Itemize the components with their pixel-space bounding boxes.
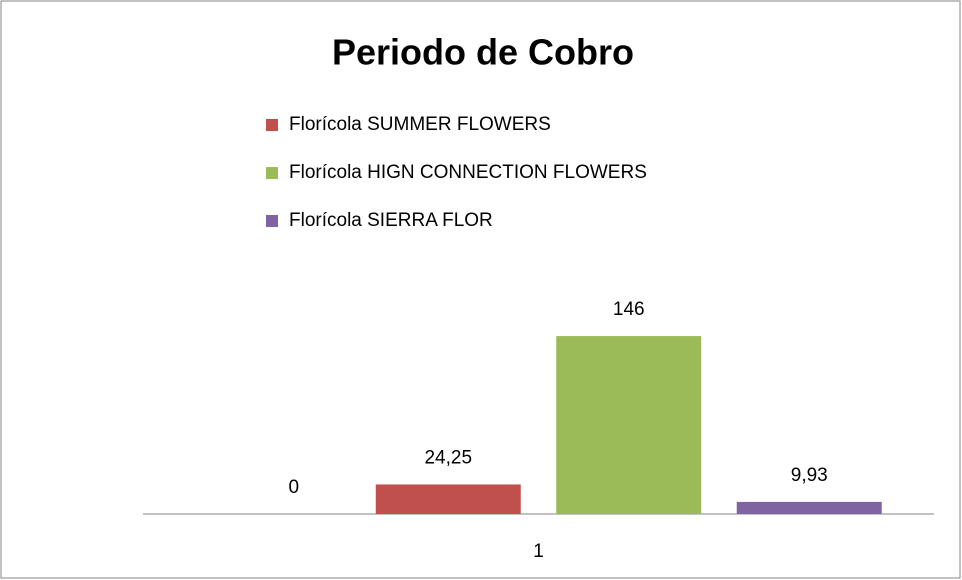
data-label: 146: [613, 299, 645, 320]
bar: [736, 501, 882, 514]
legend-label: Florícola HIGN CONNECTION FLOWERS: [289, 162, 647, 183]
legend-label: Florícola SUMMER FLOWERS: [289, 114, 551, 135]
x-tick-label: 1: [533, 541, 544, 562]
data-label: 9,93: [791, 465, 828, 486]
data-label: 24,25: [424, 447, 472, 468]
legend-swatch: [266, 215, 278, 227]
bar: [375, 484, 521, 514]
legend-swatch: [266, 119, 278, 131]
chart-title: Periodo de Cobro: [332, 32, 634, 73]
data-label: 0: [288, 477, 299, 498]
legend-label: Florícola SIERRA FLOR: [289, 210, 493, 231]
bar: [556, 336, 702, 514]
legend-swatch: [266, 167, 278, 179]
